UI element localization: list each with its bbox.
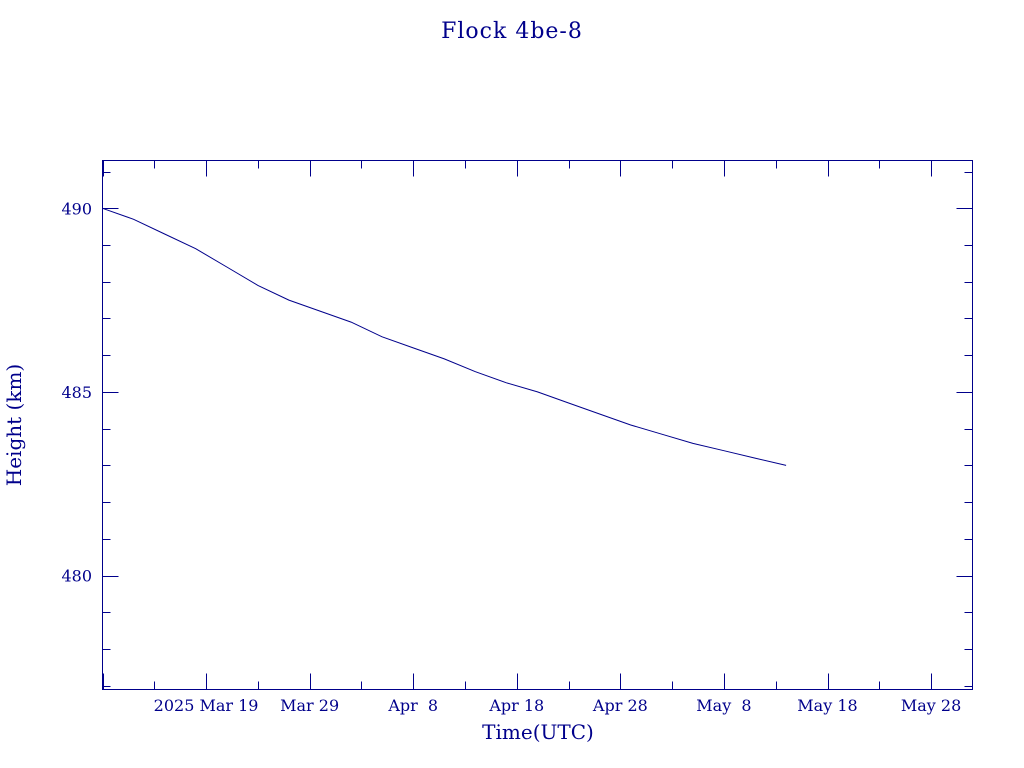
y-axis-title: Height (km) bbox=[2, 364, 26, 486]
series-line bbox=[102, 207, 787, 466]
plot-frame bbox=[102, 160, 973, 690]
x-tick-label: Apr 18 bbox=[488, 696, 544, 715]
x-tick-label: May 8 bbox=[696, 696, 751, 715]
x-tick-label: 2025 Mar 19 bbox=[154, 696, 259, 715]
x-tick-label: May 18 bbox=[797, 696, 857, 715]
x-tick-label: Mar 29 bbox=[280, 696, 339, 715]
x-tick-label: Apr 8 bbox=[387, 696, 438, 715]
y-tick-label: 480 bbox=[61, 567, 92, 586]
chart-title: Flock 4be-8 bbox=[441, 19, 583, 44]
x-tick-label: May 28 bbox=[901, 696, 961, 715]
x-tick-label: Apr 28 bbox=[592, 696, 648, 715]
y-tick-label: 490 bbox=[61, 199, 92, 218]
tick-marks bbox=[102, 160, 973, 690]
y-tick-label: 485 bbox=[61, 383, 92, 402]
x-axis-title: Time(UTC) bbox=[482, 720, 594, 744]
tick-labels: 2025 Mar 19 Mar 29 Apr 8 Apr 18 Apr 28 May 8 M… bbox=[61, 199, 961, 715]
